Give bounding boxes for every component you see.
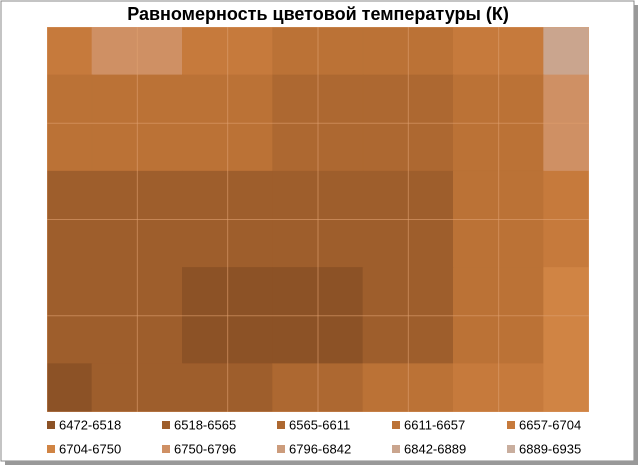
legend-swatch <box>392 421 400 429</box>
legend-swatch <box>162 445 170 453</box>
legend-swatch <box>47 445 55 453</box>
contour-cell <box>47 27 93 76</box>
legend-swatch <box>162 421 170 429</box>
legend-label: 6796-6842 <box>289 441 351 456</box>
legend-swatch <box>47 421 55 429</box>
legend: 6472-6518 6518-6565 6565-6611 6611-6657 6657… <box>47 417 581 456</box>
legend-label: 6657-6704 <box>519 417 581 432</box>
legend-label: 6518-6565 <box>174 417 236 432</box>
shadow <box>5 461 638 465</box>
legend-label: 6704-6750 <box>59 441 121 456</box>
legend-label: 6565-6611 <box>289 417 350 432</box>
legend-label: 6750-6796 <box>174 441 236 456</box>
legend-swatch <box>392 445 400 453</box>
shadow <box>634 5 638 464</box>
contour-cell <box>543 363 589 412</box>
legend-swatch <box>507 445 515 453</box>
legend-swatch <box>277 445 285 453</box>
legend-label: 6842-6889 <box>404 441 466 456</box>
legend-swatch <box>507 421 515 429</box>
legend-label: 6889-6935 <box>519 441 581 456</box>
plot-area <box>47 27 589 412</box>
legend-swatch <box>277 421 285 429</box>
legend-label: 6611-6657 <box>404 417 465 432</box>
chart-title: Равномерность цветовой температуры (К) <box>127 4 509 24</box>
legend-label: 6472-6518 <box>59 417 121 432</box>
